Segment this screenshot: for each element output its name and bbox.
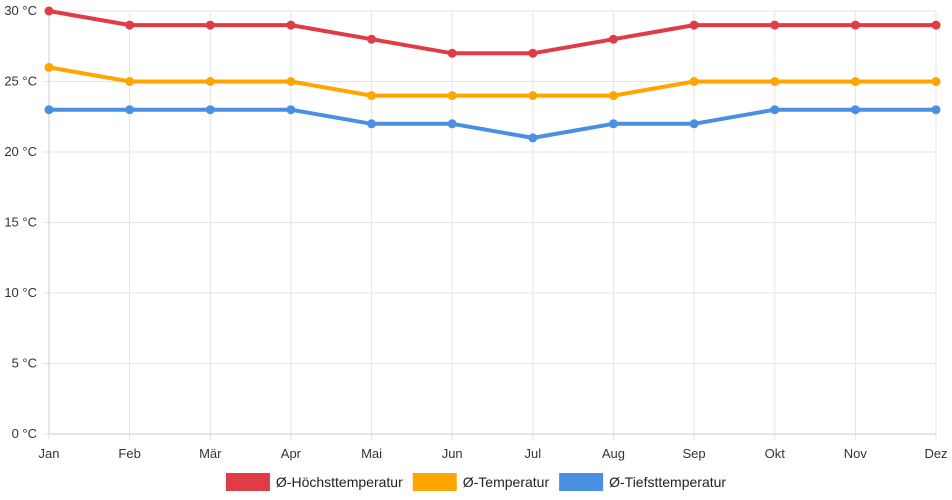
data-point-mean[interactable]	[447, 91, 457, 101]
y-tick-label: 30 °C	[4, 3, 37, 18]
data-point-mean[interactable]	[528, 91, 538, 101]
x-tick-label: Feb	[118, 446, 140, 461]
data-point-low[interactable]	[447, 119, 457, 129]
data-point-high[interactable]	[44, 6, 54, 16]
data-point-mean[interactable]	[125, 77, 135, 86]
data-point-high[interactable]	[286, 20, 296, 30]
legend-item-high[interactable]: Ø-Höchsttemperatur	[225, 473, 403, 491]
legend-label: Ø-Temperatur	[463, 474, 550, 490]
data-point-low[interactable]	[770, 105, 780, 115]
data-point-mean[interactable]	[44, 62, 54, 72]
x-tick-label: Aug	[602, 446, 625, 461]
data-point-low[interactable]	[528, 133, 538, 143]
x-tick-label: Okt	[765, 446, 786, 461]
x-tick-label: Jan	[39, 446, 60, 461]
data-point-high[interactable]	[528, 48, 538, 58]
data-point-high[interactable]	[689, 20, 699, 30]
y-tick-label: 15 °C	[4, 215, 37, 230]
data-point-high[interactable]	[931, 20, 941, 30]
data-point-mean[interactable]	[689, 77, 699, 86]
y-tick-label: 5 °C	[12, 356, 37, 371]
legend-swatch	[225, 473, 270, 491]
data-point-low[interactable]	[205, 105, 215, 115]
data-point-mean[interactable]	[367, 91, 377, 101]
data-point-high[interactable]	[125, 20, 135, 30]
x-tick-label: Jun	[442, 446, 463, 461]
y-tick-label: 25 °C	[4, 74, 37, 89]
data-point-high[interactable]	[608, 34, 618, 44]
data-point-low[interactable]	[689, 119, 699, 129]
x-tick-label: Mai	[361, 446, 382, 461]
series-line-mean	[47, 65, 938, 98]
data-point-high[interactable]	[850, 20, 860, 30]
legend: Ø-Höchsttemperatur Ø-Temperatur Ø-Tiefstte…	[225, 473, 726, 491]
data-point-low[interactable]	[931, 105, 941, 115]
data-point-mean[interactable]	[770, 77, 780, 86]
x-tick-label: Apr	[281, 446, 302, 461]
data-point-low[interactable]	[850, 105, 860, 115]
data-point-low[interactable]	[608, 119, 618, 129]
data-point-mean[interactable]	[931, 77, 941, 86]
data-point-mean[interactable]	[850, 77, 860, 86]
x-tick-label: Dez	[924, 446, 947, 461]
legend-swatch	[559, 473, 604, 491]
x-tick-label: Sep	[683, 446, 706, 461]
data-point-mean[interactable]	[608, 91, 618, 101]
data-point-mean[interactable]	[286, 77, 296, 86]
data-point-high[interactable]	[447, 48, 457, 58]
data-point-low[interactable]	[125, 105, 135, 115]
y-tick-label: 20 °C	[4, 144, 37, 159]
legend-item-mean[interactable]: Ø-Temperatur	[412, 473, 550, 491]
data-point-low[interactable]	[44, 105, 54, 115]
axis-layer: 0 °C 5 °C 10 °C 15 °C 20 °C 25 °C 30 °C Jan Feb M…	[4, 3, 947, 461]
grid-layer	[43, 10, 937, 440]
data-point-low[interactable]	[286, 105, 296, 115]
series-layer	[44, 6, 941, 143]
data-point-high[interactable]	[367, 34, 377, 44]
y-tick-label: 0 °C	[12, 426, 37, 441]
data-point-high[interactable]	[770, 20, 780, 30]
data-point-mean[interactable]	[205, 77, 215, 86]
legend-label: Ø-Tiefsttemperatur	[609, 474, 726, 490]
y-tick-label: 10 °C	[4, 285, 37, 300]
legend-label: Ø-Höchsttemperatur	[276, 474, 403, 490]
legend-swatch	[412, 473, 457, 491]
data-point-high[interactable]	[205, 20, 215, 30]
x-tick-label: Mär	[199, 446, 222, 461]
x-tick-label: Nov	[844, 446, 868, 461]
legend-item-low[interactable]: Ø-Tiefsttemperatur	[559, 473, 726, 491]
data-point-low[interactable]	[367, 119, 377, 129]
series-line-low	[47, 107, 938, 140]
series-line-high	[47, 9, 938, 56]
x-tick-label: Jul	[525, 446, 542, 461]
